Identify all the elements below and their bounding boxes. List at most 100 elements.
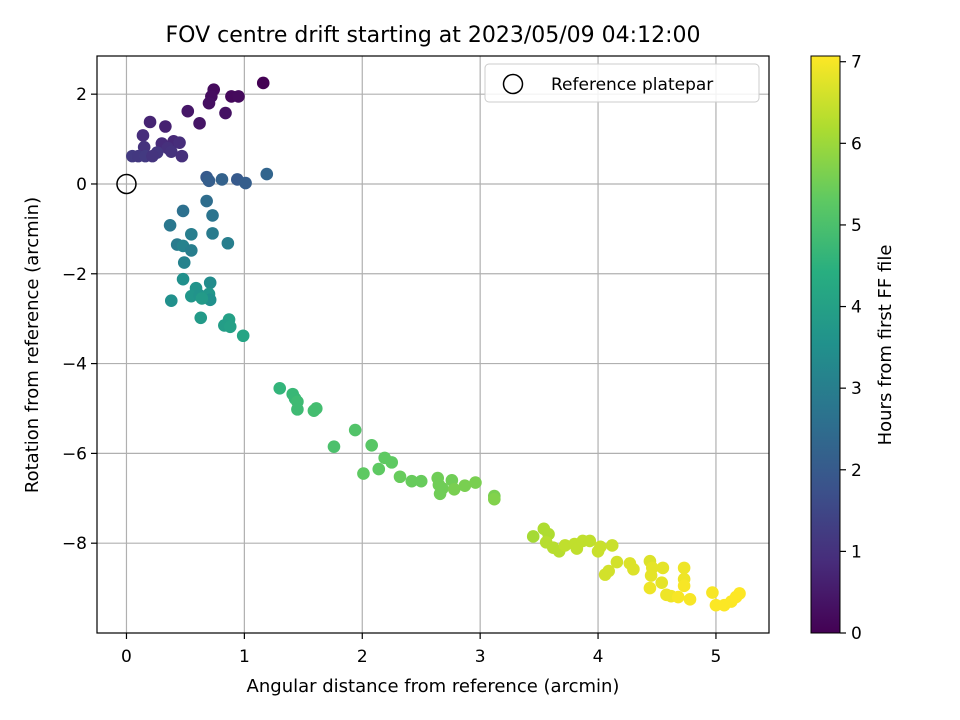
data-point — [469, 476, 482, 489]
data-point — [175, 149, 189, 163]
data-point — [610, 555, 624, 569]
colorbar-tick-label: 6 — [851, 134, 862, 154]
colorbar-tick-label: 0 — [851, 624, 862, 644]
data-point — [372, 462, 386, 476]
data-point — [256, 76, 270, 90]
legend-marker-icon — [502, 73, 524, 95]
data-point — [215, 173, 229, 186]
x-tick-label: 3 — [475, 647, 486, 667]
data-point — [327, 440, 341, 453]
data-point — [558, 539, 572, 552]
data-point — [173, 136, 186, 149]
y-tick-label: 2 — [76, 85, 87, 105]
colorbar-tick-label: 2 — [851, 461, 862, 481]
data-point — [655, 576, 669, 590]
data-point — [458, 479, 472, 493]
data-point — [193, 117, 206, 130]
data-point — [202, 174, 216, 188]
data-point — [733, 587, 746, 600]
y-axis-ticks: −8 −6 −4 −2 0 2 — [62, 85, 97, 554]
x-tick-label: 5 — [711, 647, 722, 667]
x-tick-label: 0 — [121, 647, 132, 667]
data-point — [200, 194, 213, 208]
x-tick-label: 1 — [239, 647, 250, 667]
colorbar-tick-label: 7 — [851, 53, 862, 73]
data-point — [602, 564, 615, 578]
data-point — [164, 145, 178, 158]
colorbar-tick-label: 3 — [851, 379, 862, 399]
legend-entry-label: Reference platepar — [551, 75, 713, 95]
y-tick-label: 0 — [76, 175, 87, 195]
grid — [97, 56, 769, 633]
data-point — [644, 569, 658, 582]
data-point — [309, 402, 323, 415]
data-point — [365, 439, 378, 452]
y-tick-label: −2 — [62, 265, 87, 285]
reference-marker-group — [116, 173, 137, 195]
x-tick-label: 2 — [357, 647, 368, 667]
data-point — [239, 176, 252, 190]
chart-title: FOV centre drift starting at 2023/05/09 … — [166, 23, 701, 48]
data-point — [656, 561, 670, 575]
data-point — [677, 561, 691, 575]
data-point — [671, 590, 685, 604]
data-point — [136, 129, 150, 142]
colorbar-ticks: 0 1 2 3 4 5 6 7 — [840, 53, 862, 644]
data-point — [185, 244, 198, 257]
data-point — [488, 492, 501, 506]
y-tick-label: −6 — [62, 444, 87, 464]
data-point — [219, 106, 232, 120]
data-point — [232, 90, 245, 103]
colorbar-tick-label: 4 — [851, 298, 862, 318]
data-point — [291, 403, 304, 416]
colorbar-label: Hours from first FF file — [875, 245, 896, 446]
data-point — [414, 474, 428, 488]
data-point — [677, 579, 691, 593]
data-point — [583, 534, 597, 548]
y-axis-label: Rotation from reference (arcmin) — [22, 197, 43, 493]
data-points — [126, 76, 746, 612]
data-point — [221, 236, 235, 250]
reference-point-marker — [116, 173, 137, 195]
data-point — [194, 311, 208, 325]
colorbar-tick-label: 1 — [851, 542, 862, 562]
data-point — [260, 167, 274, 181]
data-point — [146, 149, 159, 163]
data-point — [605, 539, 619, 552]
data-point — [181, 104, 195, 118]
data-point — [164, 294, 178, 308]
data-point — [643, 581, 657, 595]
data-point — [273, 381, 287, 395]
colorbar-tick-label: 5 — [851, 216, 862, 236]
data-point — [143, 115, 157, 129]
data-point — [393, 470, 407, 484]
data-point — [202, 96, 216, 110]
x-axis-ticks: 0 1 2 3 4 5 — [121, 633, 721, 667]
data-point — [706, 586, 719, 599]
data-point — [177, 256, 191, 269]
data-point — [195, 292, 209, 305]
data-point — [163, 218, 177, 232]
data-point — [357, 467, 370, 480]
x-tick-label: 4 — [593, 647, 604, 667]
legend-box — [484, 63, 760, 103]
colorbar: 0 1 2 3 4 5 6 7 Hours from first FF file — [810, 53, 896, 644]
data-point — [433, 487, 447, 501]
data-point — [405, 474, 419, 488]
data-point — [627, 562, 640, 576]
data-point — [206, 209, 219, 222]
data-point — [683, 593, 697, 606]
data-point — [176, 204, 190, 218]
data-point — [185, 227, 198, 241]
data-point — [385, 456, 399, 469]
data-point — [203, 276, 217, 290]
legend: Reference platepar — [484, 63, 760, 103]
y-tick-label: −8 — [62, 534, 87, 554]
data-point — [236, 329, 250, 343]
x-axis-label: Angular distance from reference (arcmin) — [247, 676, 620, 697]
data-point — [206, 227, 219, 240]
data-point — [176, 272, 190, 286]
data-point — [348, 423, 362, 437]
data-point — [594, 540, 607, 554]
y-tick-label: −4 — [62, 355, 87, 375]
